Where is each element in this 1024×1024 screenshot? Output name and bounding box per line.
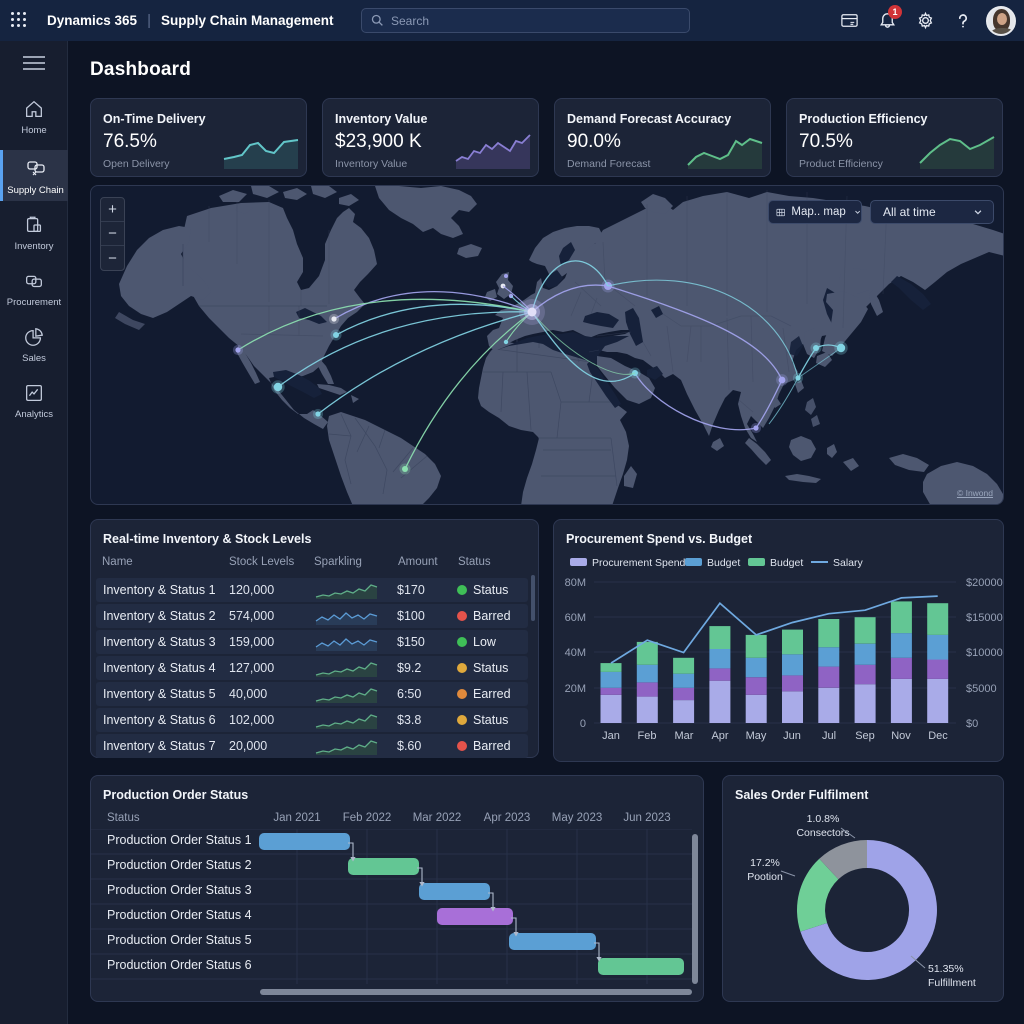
svg-text:Salary: Salary [833,557,864,569]
svg-text:Budget: Budget [770,557,803,569]
svg-text:51.35%: 51.35% [928,963,964,975]
svg-text:1.0.8%: 1.0.8% [807,813,840,825]
svg-text:Budget: Budget [707,557,740,569]
svg-text:Mar: Mar [675,730,694,742]
svg-text:Consectors: Consectors [796,827,849,839]
svg-text:May: May [746,730,767,742]
svg-text:20M: 20M [565,683,586,695]
svg-text:80M: 80M [565,577,586,589]
svg-text:$15000: $15000 [966,612,1003,624]
svg-text:$10000: $10000 [966,647,1003,659]
svg-text:Fulfillment: Fulfillment [928,977,976,989]
svg-text:0: 0 [580,718,586,730]
svg-text:Nov: Nov [891,730,911,742]
svg-text:Jan: Jan [602,730,620,742]
svg-text:Feb: Feb [638,730,657,742]
svg-text:Procurement Spend: Procurement Spend [592,557,686,569]
svg-text:$20000: $20000 [966,577,1003,589]
svg-text:17.2%: 17.2% [750,857,780,869]
svg-text:Pootion: Pootion [747,871,783,883]
svg-text:60M: 60M [565,612,586,624]
svg-text:$0: $0 [966,718,978,730]
svg-text:Dec: Dec [928,730,948,742]
svg-text:Sep: Sep [855,730,875,742]
svg-text:Jun: Jun [783,730,801,742]
svg-text:$5000: $5000 [966,683,997,695]
svg-text:40M: 40M [565,647,586,659]
svg-text:Apr: Apr [711,730,728,742]
svg-text:Jul: Jul [822,730,836,742]
